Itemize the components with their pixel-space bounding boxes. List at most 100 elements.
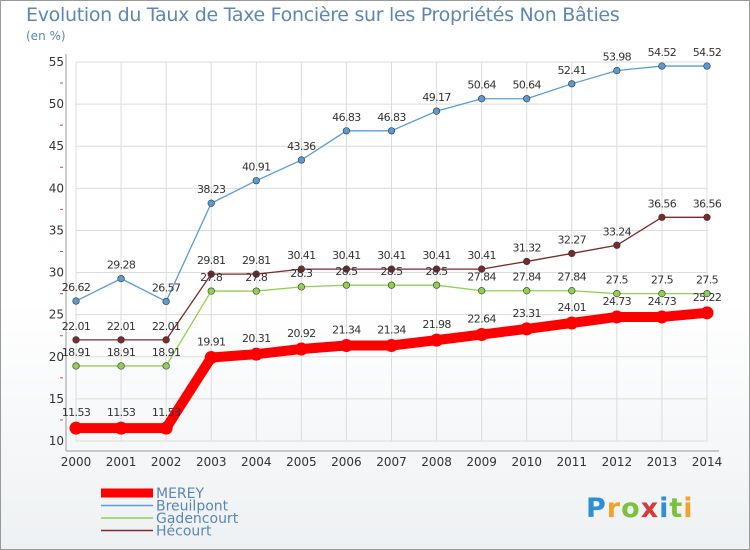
- x-tick-label: 2013: [647, 455, 678, 469]
- data-point-breuilpont: [117, 275, 125, 283]
- x-tick-label: 2004: [241, 455, 272, 469]
- data-label-gadencourt: 27.5: [696, 274, 719, 287]
- data-label-breuilpont: 29.28: [107, 259, 136, 272]
- data-point-hcourt: [117, 336, 125, 344]
- data-label-breuilpont: 38.23: [197, 183, 226, 196]
- chart-title: Evolution du Taux de Taxe Foncière sur l…: [26, 4, 620, 26]
- data-point-gadencourt: [478, 287, 486, 295]
- data-point-hcourt: [162, 336, 170, 344]
- data-label-hcourt: 29.81: [242, 254, 271, 267]
- data-point-hcourt: [72, 336, 80, 344]
- data-label-hcourt: 29.81: [197, 254, 226, 267]
- data-point-merey: [204, 351, 218, 365]
- data-label-merey: 23.31: [512, 307, 541, 320]
- data-label-gadencourt: 27.5: [651, 274, 674, 287]
- data-point-merey: [114, 421, 128, 435]
- data-label-hcourt: 30.41: [377, 249, 406, 262]
- data-point-breuilpont: [72, 297, 80, 305]
- data-point-hcourt: [568, 249, 576, 258]
- logo-letter: i: [659, 493, 670, 524]
- logo-letter: P: [586, 493, 607, 524]
- legend-label-hcourt: Hécourt: [156, 524, 212, 540]
- x-tick-label: 2012: [602, 455, 633, 469]
- data-point-breuilpont: [432, 107, 441, 115]
- data-label-hcourt: 22.01: [107, 320, 136, 333]
- data-point-hcourt: [478, 265, 486, 273]
- data-label-breuilpont: 26.62: [62, 281, 91, 294]
- y-tick-label: 40: [49, 181, 64, 195]
- data-point-gadencourt: [658, 290, 666, 298]
- data-label-hcourt: 30.41: [332, 249, 361, 262]
- data-label-merey: 24.01: [558, 301, 587, 314]
- legend-label-merey: MEREY: [156, 486, 204, 502]
- y-tick-label: 50: [49, 97, 64, 111]
- data-label-breuilpont: 54.52: [693, 46, 722, 59]
- data-point-hcourt: [613, 241, 621, 249]
- data-point-gadencourt: [342, 281, 351, 289]
- grid-layer: [75, 61, 708, 442]
- data-point-breuilpont: [162, 297, 170, 306]
- data-label-merey: 24.73: [648, 295, 677, 308]
- data-point-breuilpont: [613, 66, 621, 75]
- data-label-merey: 11.53: [62, 406, 91, 419]
- data-point-merey: [430, 333, 444, 347]
- x-tick-label: 2010: [511, 455, 542, 469]
- data-label-gadencourt: 18.91: [152, 346, 181, 359]
- x-tick-label: 2011: [557, 455, 588, 469]
- data-label-gadencourt: 28.5: [335, 265, 358, 278]
- data-label-gadencourt: 27.84: [512, 271, 541, 284]
- data-point-breuilpont: [703, 62, 711, 70]
- data-point-gadencourt: [432, 281, 441, 289]
- data-point-gadencourt: [523, 287, 531, 295]
- data-label-hcourt: 30.41: [467, 249, 496, 262]
- data-point-breuilpont: [252, 177, 260, 185]
- data-label-breuilpont: 26.57: [152, 281, 181, 294]
- y-tick-label: 30: [49, 266, 64, 280]
- data-point-hcourt: [252, 270, 260, 278]
- data-label-hcourt: 32.27: [558, 233, 587, 246]
- x-tick-label: 2008: [421, 455, 452, 469]
- x-tick-label: 2005: [286, 455, 317, 469]
- data-label-hcourt: 36.56: [648, 197, 677, 210]
- legend-label-breuilpont: Breuilpont: [156, 499, 229, 515]
- data-label-merey: 11.53: [107, 406, 136, 419]
- x-tick-label: 2003: [196, 455, 227, 469]
- data-point-hcourt: [387, 265, 396, 273]
- proxiti-logo: Proxiti: [586, 493, 694, 524]
- x-tick-label: 2001: [106, 455, 137, 469]
- data-point-breuilpont: [478, 95, 486, 103]
- data-label-breuilpont: 53.98: [603, 51, 632, 64]
- data-label-merey: 21.34: [377, 323, 406, 336]
- data-label-hcourt: 30.41: [287, 249, 316, 262]
- data-point-gadencourt: [252, 287, 260, 295]
- data-point-gadencourt: [703, 290, 711, 298]
- data-point-gadencourt: [568, 287, 576, 295]
- data-label-hcourt: 36.56: [693, 197, 722, 210]
- data-point-merey: [475, 328, 489, 342]
- data-label-breuilpont: 40.91: [242, 161, 271, 174]
- y-tick-label: 55: [49, 55, 64, 69]
- data-label-hcourt: 30.41: [422, 249, 451, 262]
- data-point-gadencourt: [297, 283, 305, 291]
- data-point-merey: [610, 310, 624, 324]
- data-point-merey: [294, 342, 308, 356]
- legend-label-gadencourt: Gadencourt: [156, 511, 239, 527]
- y-tick-label: 25: [49, 308, 64, 322]
- data-label-merey: 25.22: [693, 291, 722, 304]
- data-point-breuilpont: [568, 80, 576, 88]
- data-point-hcourt: [658, 213, 666, 221]
- x-tick-label: 2007: [376, 455, 407, 469]
- data-label-merey: 21.98: [422, 318, 451, 331]
- data-point-hcourt: [342, 265, 351, 273]
- data-label-merey: 20.31: [242, 332, 271, 345]
- data-point-hcourt: [523, 257, 531, 266]
- data-label-breuilpont: 46.83: [377, 111, 406, 124]
- data-label-breuilpont: 50.64: [512, 79, 541, 92]
- data-point-gadencourt: [207, 287, 215, 295]
- data-label-gadencourt: 18.91: [62, 346, 91, 359]
- data-label-gadencourt: 28.3: [290, 267, 313, 280]
- data-point-merey: [520, 322, 534, 336]
